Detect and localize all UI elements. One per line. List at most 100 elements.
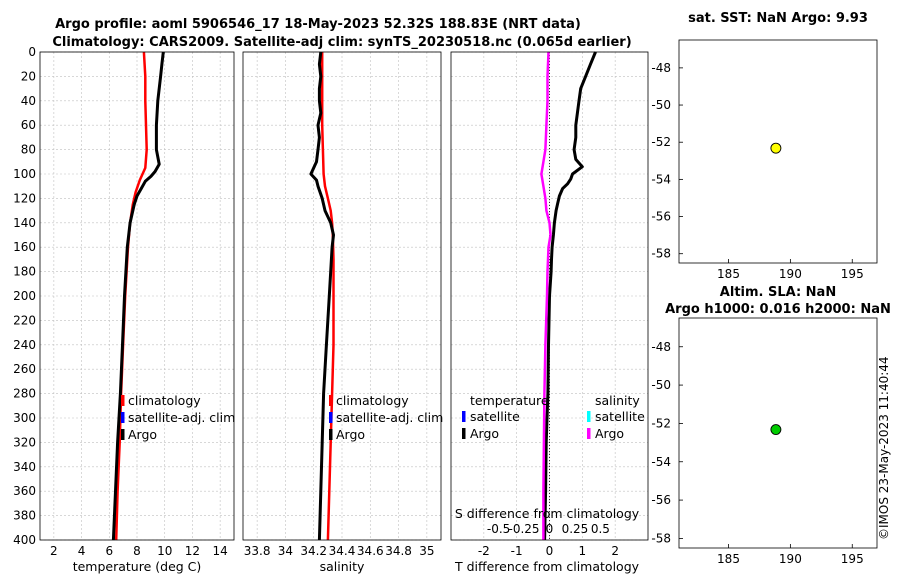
temp-legend-swatch-climatology <box>121 395 125 406</box>
diff-legend-swatch-sal-satellite <box>587 411 591 422</box>
temp-legend-swatch-satellite <box>121 412 125 423</box>
difference-x-tick-label: 0 <box>546 544 554 558</box>
temp-legend-label-argo: Argo <box>128 427 157 442</box>
sst_map-x-tick-label: 195 <box>841 267 864 281</box>
temperature-x-tick-label: 2 <box>50 544 58 558</box>
sst_map-y-tick-label: -50 <box>651 98 671 112</box>
temp-legend-swatch-argo <box>121 429 125 440</box>
diff-legend-temperature-title: temperature <box>470 393 549 408</box>
temp-argo-line <box>111 51 165 541</box>
y-tick-label: 160 <box>13 240 36 254</box>
sst-map-title: sat. SST: NaN Argo: 9.93 <box>688 11 868 26</box>
y-tick-label: 180 <box>13 265 36 279</box>
y-tick-label: 260 <box>13 362 36 376</box>
temperature-x-tick-label: 4 <box>78 544 86 558</box>
sla_map-y-tick-label: -58 <box>651 531 671 545</box>
diff-x-axis-label: T difference from climatology <box>454 559 640 574</box>
y-tick-label: 220 <box>13 313 36 327</box>
y-tick-label: 360 <box>13 484 36 498</box>
sst_map-x-tick-label: 190 <box>779 267 802 281</box>
temperature-x-tick-label: 6 <box>105 544 113 558</box>
y-tick-label: 120 <box>13 191 36 205</box>
diff-s-tick-label: -0.5 <box>487 522 510 536</box>
sla_map-x-tick-label: 195 <box>841 552 864 566</box>
difference-x-tick-label: -1 <box>511 544 523 558</box>
sal-legend-label-argo: Argo <box>336 427 365 442</box>
diff-sal-argo-line <box>540 51 552 540</box>
y-tick-label: 240 <box>13 338 36 352</box>
temperature-x-tick-label: 10 <box>157 544 172 558</box>
salinity-x-tick-label: 34.4 <box>329 544 356 558</box>
sla_map-argo-position-dot <box>770 424 782 435</box>
figure-title-line1: Argo profile: aoml 5906546_17 18-May-202… <box>55 17 581 32</box>
y-tick-label: 340 <box>13 460 36 474</box>
sal-argo-line <box>309 51 335 541</box>
sst_map-y-tick-label: -58 <box>651 247 671 261</box>
diff-legend-swatch-sal-argo <box>587 428 591 439</box>
y-tick-label: 0 <box>28 45 36 59</box>
sst_map-x-tick-label: 185 <box>717 267 740 281</box>
sla_map-y-tick-label: -50 <box>651 378 671 392</box>
diff-legend-swatch-temp-satellite <box>462 411 466 422</box>
y-tick-label: 200 <box>13 289 36 303</box>
y-tick-label: 140 <box>13 216 36 230</box>
sal-legend-label-climatology: climatology <box>336 393 409 408</box>
y-tick-label: 60 <box>21 118 36 132</box>
sla_map-x-tick-label: 185 <box>717 552 740 566</box>
diff-legend-label-temp-argo: Argo <box>470 426 499 441</box>
difference-x-tick-label: -2 <box>478 544 490 558</box>
salinity-x-tick-label: 34.6 <box>357 544 384 558</box>
salinity-x-tick-label: 34.2 <box>300 544 327 558</box>
sla_map-x-tick-label: 190 <box>779 552 802 566</box>
salinity-x-tick-label: 34 <box>278 544 293 558</box>
sla_map-y-tick-label: -48 <box>651 340 671 354</box>
difference-x-tick-label: 2 <box>611 544 619 558</box>
timestamp-label: ©IMOS 23-May-2023 11:40:44 <box>877 356 891 540</box>
sst_map-y-tick-label: -56 <box>651 210 671 224</box>
diff-s-tick-label: 0.25 <box>562 522 589 536</box>
sal-x-axis-label: salinity <box>320 559 365 574</box>
difference-x-tick-label: 1 <box>579 544 587 558</box>
y-tick-label: 300 <box>13 411 36 425</box>
sst_map-y-tick-label: -54 <box>651 172 671 186</box>
temperature-x-tick-label: 14 <box>213 544 228 558</box>
sal-legend-swatch-argo <box>329 429 333 440</box>
sst_map-y-tick-label: -48 <box>651 61 671 75</box>
temp-legend-label-satellite: satellite-adj. clim <box>128 410 235 425</box>
figure-title-line2: Climatology: CARS2009. Satellite-adj cli… <box>52 35 631 50</box>
diff-temp-argo-line <box>543 51 597 541</box>
sla_map-y-tick-label: -54 <box>651 455 671 469</box>
salinity-axes-frame <box>242 51 442 541</box>
y-tick-label: 380 <box>13 509 36 523</box>
sst_map-argo-position-dot <box>770 142 782 154</box>
salinity-x-tick-label: 33.8 <box>244 544 271 558</box>
y-tick-label: 280 <box>13 387 36 401</box>
salinity-x-tick-label: 34.8 <box>385 544 412 558</box>
y-tick-label: 20 <box>21 69 36 83</box>
y-tick-label: 40 <box>21 94 36 108</box>
chart-layer: 0204060801001201401601802002202402602803… <box>13 11 891 574</box>
sal-legend-swatch-climatology <box>329 395 333 406</box>
diff-legend-salinity-title: salinity <box>595 393 640 408</box>
diff-s-tick-label: -0.25 <box>509 522 540 536</box>
y-tick-label: 320 <box>13 435 36 449</box>
salinity-x-tick-label: 35 <box>419 544 434 558</box>
sla_map-y-tick-label: -52 <box>651 416 671 430</box>
temperature-x-tick-label: 12 <box>185 544 200 558</box>
diff-s-axis-label: S difference from climatology <box>455 506 640 521</box>
diff-s-tick-label: 0.5 <box>591 522 610 536</box>
sla-map-title-line2: Argo h1000: 0.016 h2000: NaN <box>665 302 891 317</box>
sla-map-title-line1: Altim. SLA: NaN <box>720 285 836 300</box>
difference-axes-frame <box>450 51 649 541</box>
diff-legend-label-temp-satellite: satellite <box>470 409 520 424</box>
temperature-x-tick-label: 8 <box>133 544 141 558</box>
sla_map-y-tick-label: -56 <box>651 493 671 507</box>
temperature-axes-frame <box>39 51 235 541</box>
diff-legend-label-sal-argo: Argo <box>595 426 624 441</box>
diff-legend-label-sal-satellite: satellite <box>595 409 645 424</box>
diff-legend-swatch-temp-argo <box>462 428 466 439</box>
sal-legend-label-satellite: satellite-adj. clim <box>336 410 443 425</box>
diff-s-tick-label: 0 <box>546 522 554 536</box>
